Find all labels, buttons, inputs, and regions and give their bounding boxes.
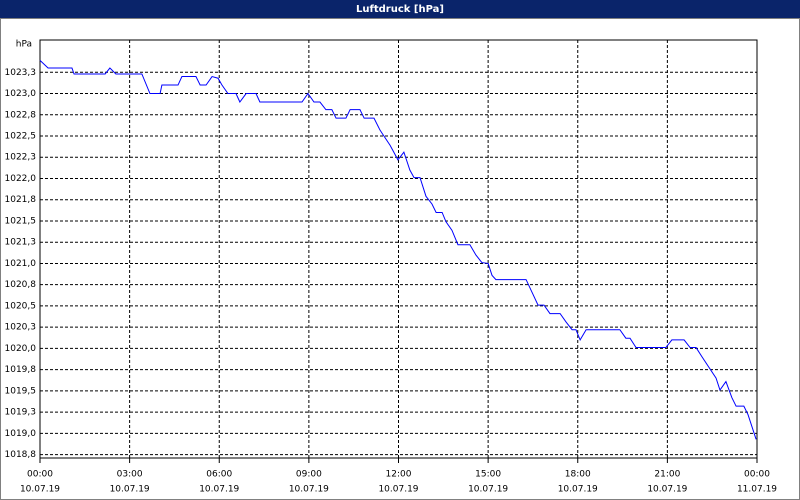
x-tick-date: 10.07.19 — [110, 485, 150, 495]
y-tick-label: 1020,5 — [5, 301, 37, 311]
x-tick-label: 15:00 — [475, 470, 501, 480]
y-tick-label: 1022,0 — [5, 174, 37, 184]
y-tick-label: 1022,5 — [5, 132, 37, 142]
x-tick-label: 09:00 — [296, 470, 322, 480]
y-tick-label: 1020,0 — [5, 344, 37, 354]
x-tick-date: 10.07.19 — [199, 485, 239, 495]
x-tick-label: 03:00 — [117, 470, 143, 480]
x-tick-date: 10.07.19 — [378, 485, 418, 495]
x-tick-label: 21:00 — [654, 470, 680, 480]
x-tick-label: 12:00 — [386, 470, 412, 480]
y-tick-label: 1018,8 — [5, 450, 37, 460]
x-tick-date: 10.07.19 — [558, 485, 598, 495]
y-tick-label: 1021,3 — [5, 238, 37, 248]
y-tick-label: 1022,3 — [5, 153, 37, 163]
y-tick-label: 1023,0 — [5, 89, 37, 99]
y-tick-label: 1020,8 — [5, 280, 37, 290]
x-tick-label: 00:00 — [27, 470, 53, 480]
y-tick-label: 1021,5 — [5, 216, 37, 226]
y-tick-label: 1020,3 — [5, 323, 37, 333]
y-tick-label: 1021,0 — [5, 259, 37, 269]
plot-frame — [39, 39, 758, 459]
y-tick-label: 1019,3 — [5, 408, 37, 418]
x-tick-date: 10.07.19 — [647, 485, 687, 495]
x-tick-label: 06:00 — [206, 470, 232, 480]
y-tick-label: 1022,8 — [5, 110, 37, 120]
y-tick-label: 1023,3 — [5, 68, 37, 78]
x-tick-date: 10.07.19 — [289, 485, 329, 495]
y-axis-label: hPa — [16, 40, 32, 50]
y-tick-label: 1019,0 — [5, 429, 37, 439]
window-frame — [0, 18, 800, 500]
data-line — [39, 60, 757, 440]
chart-title: Luftdruck [hPa] — [356, 4, 444, 15]
title-bar — [0, 0, 800, 18]
x-tick-date: 11.07.19 — [737, 485, 777, 495]
x-tick-label: 00:00 — [744, 470, 770, 480]
y-tick-label: 1021,8 — [5, 195, 37, 205]
x-tick-date: 10.07.19 — [468, 485, 508, 495]
y-tick-label: 1019,8 — [5, 365, 37, 375]
x-tick-label: 18:00 — [565, 470, 591, 480]
x-tick-date: 10.07.19 — [20, 485, 60, 495]
y-tick-label: 1019,5 — [5, 386, 37, 396]
